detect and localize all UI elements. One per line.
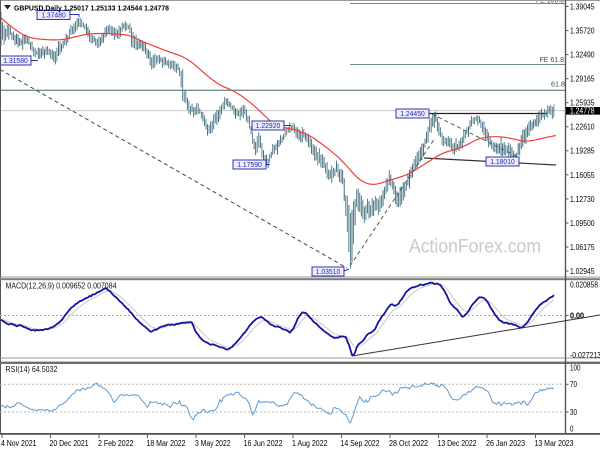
- svg-text:FE 100.0: FE 100.0: [536, 0, 564, 5]
- svg-text:1.16055: 1.16055: [570, 171, 595, 180]
- svg-text:1.12730: 1.12730: [570, 195, 595, 204]
- svg-text:1.02945: 1.02945: [570, 267, 595, 276]
- svg-text:0.00: 0.00: [570, 311, 584, 320]
- svg-text:1 Aug 2022: 1 Aug 2022: [292, 439, 328, 448]
- svg-text:1.31580: 1.31580: [3, 56, 28, 65]
- svg-text:30: 30: [570, 408, 577, 417]
- svg-text:RSI(14) 64.5032: RSI(14) 64.5032: [6, 365, 58, 374]
- svg-text:1.18010: 1.18010: [490, 157, 515, 166]
- svg-text:2 Feb 2022: 2 Feb 2022: [98, 439, 134, 448]
- svg-text:-0.027213: -0.027213: [570, 351, 600, 360]
- svg-text:26 Jan 2023: 26 Jan 2023: [486, 439, 526, 448]
- svg-text:MACD(12,26,9) 0.009652 0.00708: MACD(12,26,9) 0.009652 0.007084: [6, 282, 117, 291]
- svg-text:1.06175: 1.06175: [570, 243, 595, 252]
- svg-text:1.24778: 1.24778: [570, 107, 595, 116]
- svg-text:1.03510: 1.03510: [316, 267, 341, 276]
- svg-text:13 Dec 2022: 13 Dec 2022: [438, 439, 478, 448]
- svg-text:28 Oct 2022: 28 Oct 2022: [389, 439, 429, 448]
- svg-text:0.020858: 0.020858: [570, 280, 598, 289]
- svg-text:1.17590: 1.17590: [237, 160, 262, 169]
- svg-text:100: 100: [570, 364, 581, 373]
- svg-text:61.8: 61.8: [551, 80, 565, 89]
- svg-text:0: 0: [570, 424, 574, 433]
- svg-text:14 Sep 2022: 14 Sep 2022: [341, 439, 381, 448]
- svg-text:18 Mar 2022: 18 Mar 2022: [147, 439, 187, 448]
- svg-text:13 Mar 2023: 13 Mar 2023: [535, 439, 575, 448]
- svg-text:1.39045: 1.39045: [570, 2, 595, 11]
- svg-text:20 Dec 2021: 20 Dec 2021: [50, 439, 90, 448]
- svg-text:1.32490: 1.32490: [570, 51, 595, 60]
- svg-text:1.37480: 1.37480: [41, 11, 66, 20]
- svg-text:4 Nov 2021: 4 Nov 2021: [1, 439, 37, 448]
- svg-text:70: 70: [570, 380, 577, 389]
- svg-text:GBPUSD,Daily 1.25017 1.25133: GBPUSD,Daily 1.25017 1.25133 1.24544 1.2…: [14, 4, 169, 13]
- svg-text:1.29165: 1.29165: [570, 75, 595, 84]
- svg-text:1.35720: 1.35720: [570, 26, 595, 35]
- svg-text:1.19285: 1.19285: [570, 147, 595, 156]
- svg-text:1.22920: 1.22920: [256, 121, 281, 130]
- svg-text:ActionForex.com: ActionForex.com: [409, 237, 541, 258]
- svg-text:1.09500: 1.09500: [570, 219, 595, 228]
- svg-text:1.25935: 1.25935: [570, 99, 595, 108]
- svg-text:1.24450: 1.24450: [400, 109, 425, 118]
- svg-text:16 Jun 2022: 16 Jun 2022: [244, 439, 284, 448]
- svg-text:FE 61.8: FE 61.8: [540, 55, 565, 64]
- svg-text:1.22610: 1.22610: [570, 123, 595, 132]
- svg-text:3 May 2022: 3 May 2022: [195, 439, 231, 448]
